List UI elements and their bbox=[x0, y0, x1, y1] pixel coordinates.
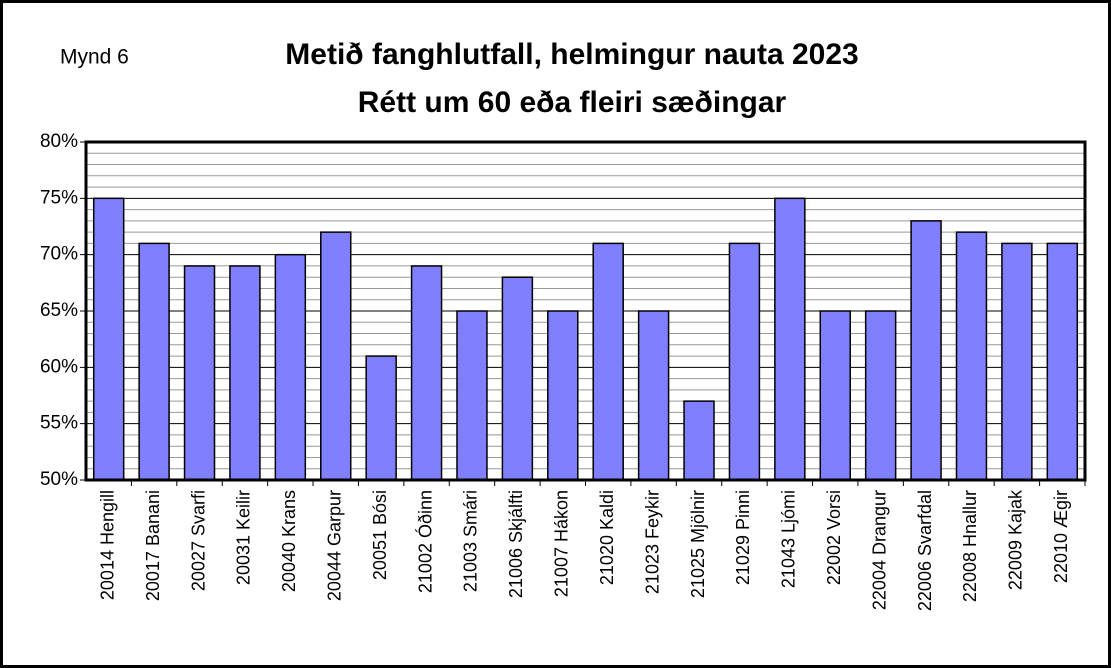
x-tick-label: 21029 Pinni bbox=[733, 490, 753, 585]
x-tick-label: 21007 Hákon bbox=[552, 490, 572, 597]
y-tick-label: 65% bbox=[40, 300, 78, 321]
x-tick-label: 21002 Óðinn bbox=[414, 490, 435, 593]
bar bbox=[774, 197, 806, 481]
x-tick-label: 21006 Skjálfti bbox=[506, 490, 526, 598]
bar bbox=[592, 242, 624, 481]
bar bbox=[410, 265, 443, 481]
bar bbox=[910, 220, 942, 481]
bar bbox=[683, 400, 715, 481]
bar bbox=[1001, 242, 1033, 481]
x-tick-label: 21020 Kaldi bbox=[597, 490, 617, 585]
x-tick-label: 21003 Smári bbox=[461, 490, 481, 592]
x-tick-label: 22010 Ægir bbox=[1051, 490, 1071, 583]
x-tick-label: 20014 Hengill bbox=[97, 490, 117, 600]
y-tick-label: 50% bbox=[40, 469, 78, 490]
y-tick-label: 75% bbox=[40, 187, 78, 208]
bar bbox=[819, 310, 851, 481]
y-tick-label: 55% bbox=[40, 413, 78, 434]
bar bbox=[501, 276, 534, 481]
x-tick-label: 20051 Bósi bbox=[370, 490, 390, 580]
x-tick-label: 22009 Kajak bbox=[1006, 489, 1026, 590]
chart-title: Metið fanghlutfall, helmingur nauta 2023 bbox=[285, 38, 858, 71]
chart-subtitle: Rétt um 60 eða fleiri sæðingar bbox=[358, 86, 787, 119]
bar bbox=[365, 355, 397, 481]
x-tick-label: 22002 Vorsi bbox=[824, 490, 844, 585]
bar bbox=[864, 310, 897, 481]
bar bbox=[274, 253, 307, 481]
bar bbox=[183, 265, 216, 481]
bar bbox=[229, 265, 261, 481]
bar bbox=[138, 242, 170, 481]
x-tick-label: 20031 Keilir bbox=[234, 490, 254, 585]
x-tick-label: 22008 Hnallur bbox=[960, 490, 980, 602]
bar bbox=[1046, 242, 1079, 481]
bar bbox=[637, 310, 670, 481]
plot-border bbox=[84, 140, 1087, 482]
x-tick-label: 22004 Drangur bbox=[869, 490, 889, 610]
bar bbox=[320, 231, 352, 481]
y-tick-label: 60% bbox=[40, 356, 78, 377]
figure-label: Mynd 6 bbox=[60, 46, 129, 69]
x-tick-label: 21025 Mjölnir bbox=[688, 490, 708, 598]
bar bbox=[728, 242, 761, 481]
x-tick-label: 20044 Garpur bbox=[325, 490, 345, 601]
x-tick-label: 22006 Svarfdal bbox=[915, 490, 935, 611]
x-tick-label: 20017 Banani bbox=[143, 490, 163, 601]
x-tick-label: 20027 Svarfi bbox=[188, 490, 208, 591]
bar bbox=[92, 197, 125, 481]
x-tick-label: 20040 Krans bbox=[279, 490, 299, 592]
y-tick-label: 70% bbox=[40, 244, 78, 265]
x-tick-label: 21023 Feykir bbox=[642, 490, 662, 594]
bar bbox=[456, 310, 488, 481]
bar bbox=[955, 231, 988, 481]
bar bbox=[547, 310, 579, 481]
y-tick-label: 80% bbox=[40, 131, 78, 152]
x-tick-label: 21043 Ljómi bbox=[779, 490, 799, 588]
